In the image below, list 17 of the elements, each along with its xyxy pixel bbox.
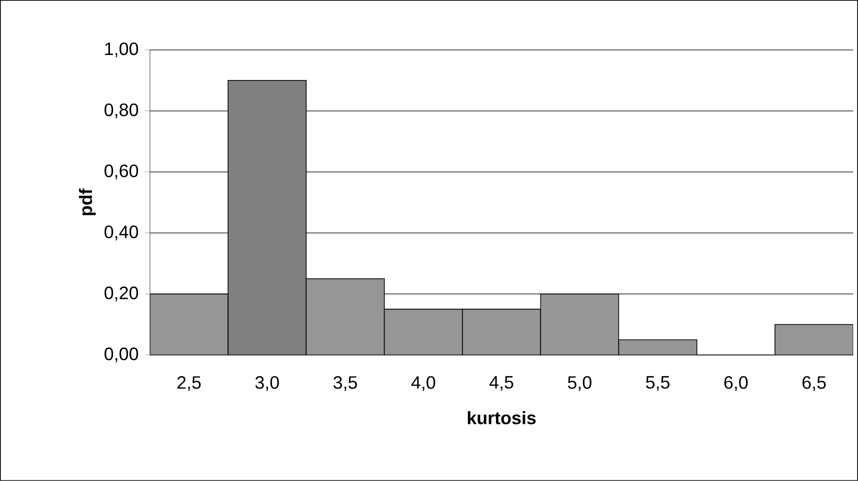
y-axis-title: pdf — [78, 188, 96, 216]
y-tick-label: 0,20 — [104, 286, 138, 302]
x-tick-label: 4,0 — [411, 376, 436, 392]
x-tick-label: 4,5 — [489, 376, 514, 391]
y-tick-label: 0,80 — [104, 104, 138, 118]
x-tick-label: 5,5 — [646, 376, 670, 391]
x-tick-label: 2,5 — [177, 376, 201, 392]
y-tick-label: 1,00 — [105, 42, 138, 58]
x-tick-label: 3,0 — [255, 376, 279, 392]
y-tick-label: 0,40 — [104, 226, 138, 240]
x-tick-label: 6,5 — [802, 376, 826, 392]
x-tick-label: 5,0 — [568, 376, 592, 392]
x-tick-label: 6,0 — [724, 376, 748, 392]
x-axis-title: kurtosis — [468, 411, 536, 424]
y-tick-label: 0,00 — [104, 348, 138, 362]
y-tick-label: 0,60 — [104, 164, 138, 180]
x-tick-label: 3,5 — [333, 376, 357, 392]
